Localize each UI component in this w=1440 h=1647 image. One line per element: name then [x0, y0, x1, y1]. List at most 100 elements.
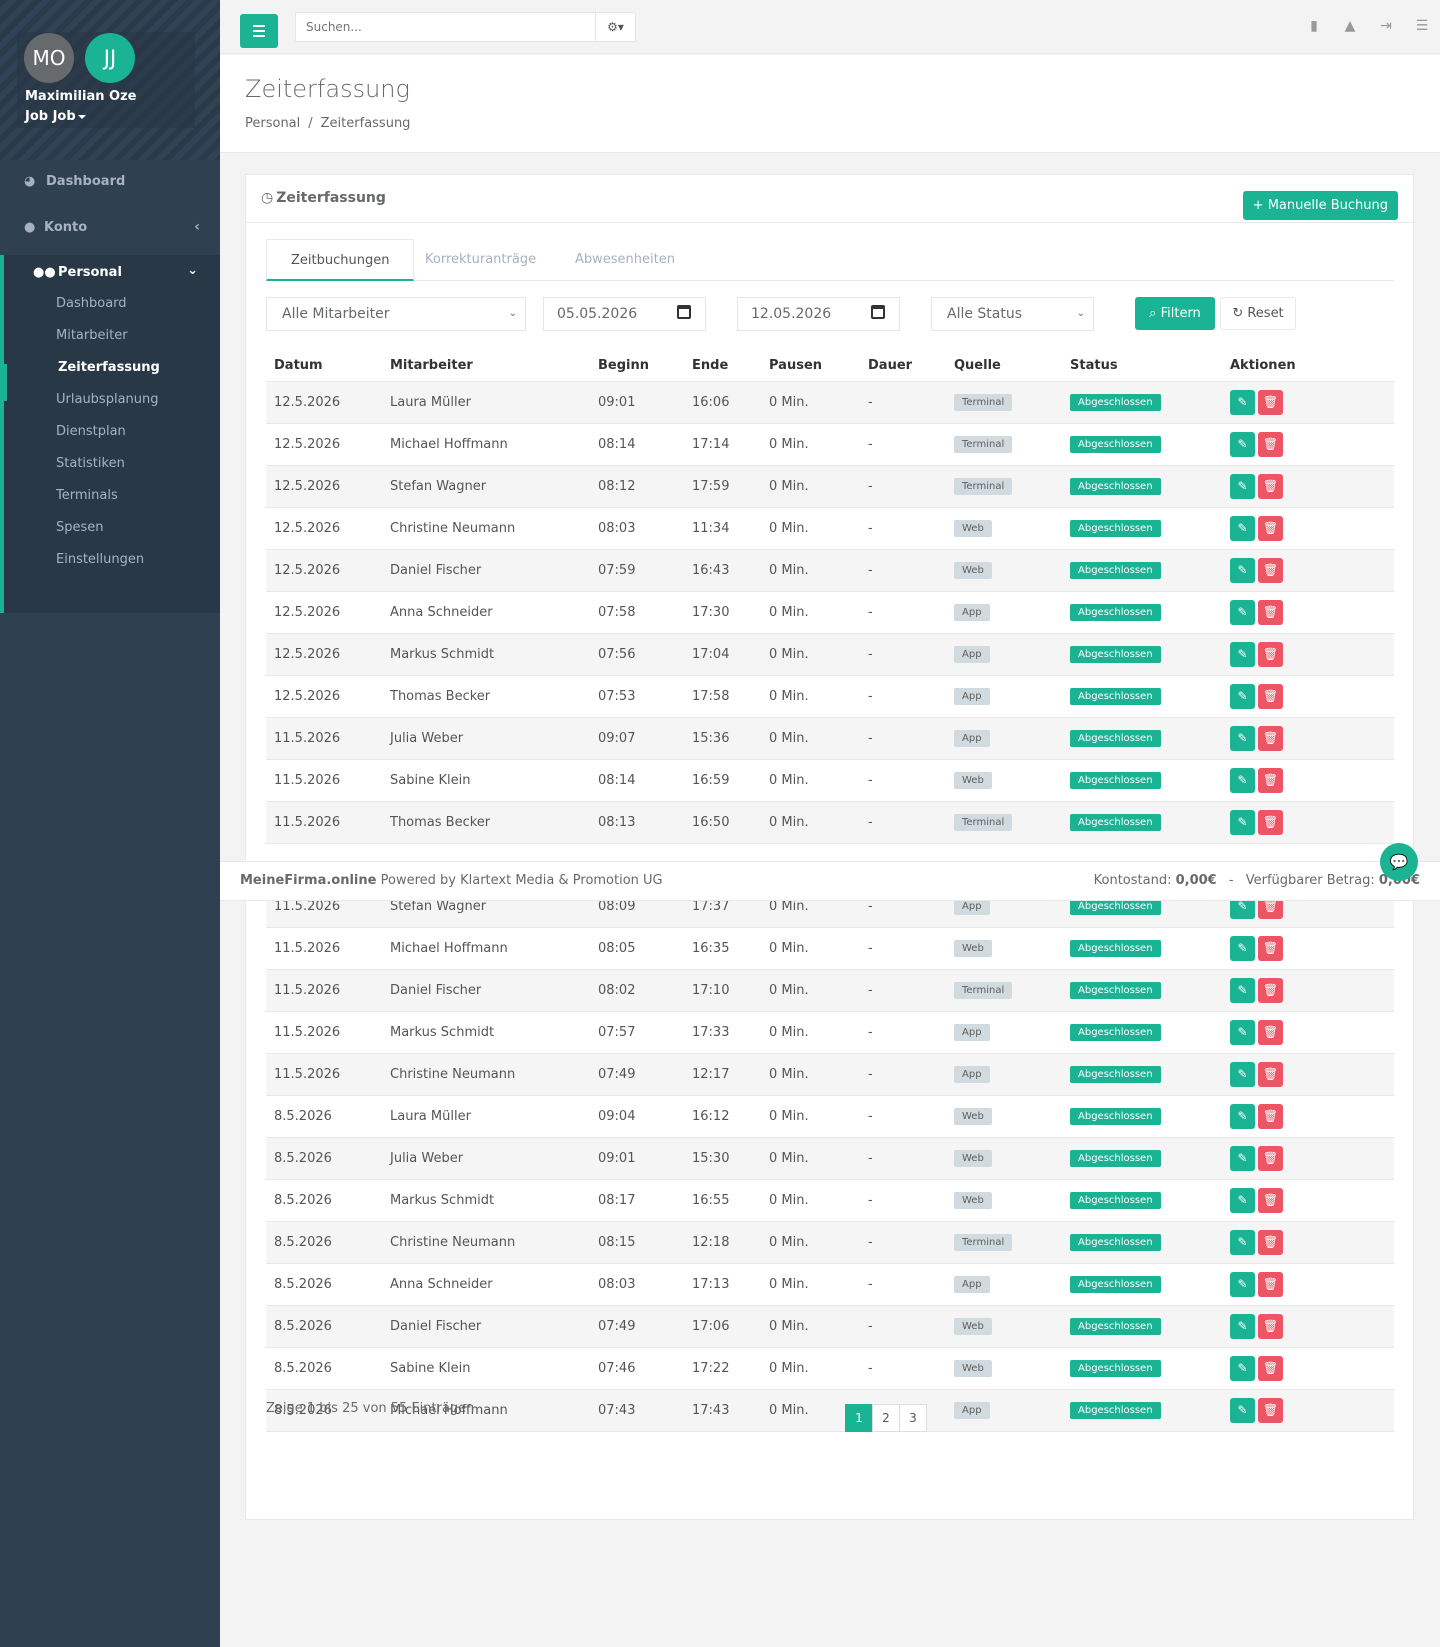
profile-job-label: Job Job — [25, 109, 76, 124]
cell-quelle: App — [946, 1389, 1062, 1432]
sub-item-urlaubsplanung[interactable]: Urlaubsplanung — [56, 392, 159, 407]
delete-button[interactable]: 🗑 — [1258, 1103, 1283, 1129]
status-select[interactable]: Alle Status ⌄ — [931, 297, 1094, 331]
edit-button[interactable]: ✎ — [1230, 977, 1255, 1003]
cell-aktionen: ✎ 🗑 — [1222, 591, 1394, 634]
edit-button[interactable]: ✎ — [1230, 1313, 1255, 1339]
sign-out-icon[interactable]: ⇥ — [1380, 18, 1392, 34]
delete-button[interactable]: 🗑 — [1258, 431, 1283, 457]
chat-button[interactable]: 💬 — [1380, 843, 1418, 881]
date-to-input[interactable]: 12.05.2026 — [737, 297, 900, 331]
cell-quelle: Web — [946, 927, 1062, 970]
edit-button[interactable]: ✎ — [1230, 473, 1255, 499]
search-settings-button[interactable]: ⚙▾ — [595, 13, 635, 41]
delete-button[interactable]: 🗑 — [1258, 935, 1283, 961]
sub-item-dienstplan[interactable]: Dienstplan — [56, 424, 126, 439]
calendar-icon[interactable] — [871, 305, 885, 319]
cell-dauer: - — [860, 759, 946, 802]
edit-button[interactable]: ✎ — [1230, 1397, 1255, 1423]
edit-button[interactable]: ✎ — [1230, 683, 1255, 709]
bell-icon[interactable]: ▲ — [1344, 18, 1356, 34]
delete-button[interactable]: 🗑 — [1258, 977, 1283, 1003]
page-title: Zeiterfassung — [245, 75, 410, 103]
cell-datum: 12.5.2026 — [266, 633, 382, 676]
balance-label: Kontostand: — [1093, 873, 1172, 888]
delete-button[interactable]: 🗑 — [1258, 1313, 1283, 1339]
delete-button[interactable]: 🗑 — [1258, 557, 1283, 583]
server-icon[interactable]: ☰ — [1415, 18, 1429, 34]
delete-button[interactable]: 🗑 — [1258, 809, 1283, 835]
page-2-button[interactable]: 2 — [872, 1404, 900, 1432]
cell-pausen: 0 Min. — [761, 381, 860, 424]
delete-button[interactable]: 🗑 — [1258, 1019, 1283, 1045]
cell-status: Abgeschlossen — [1062, 549, 1222, 592]
delete-button[interactable]: 🗑 — [1258, 725, 1283, 751]
edit-button[interactable]: ✎ — [1230, 431, 1255, 457]
edit-button[interactable]: ✎ — [1230, 1103, 1255, 1129]
delete-button[interactable]: 🗑 — [1258, 767, 1283, 793]
delete-button[interactable]: 🗑 — [1258, 599, 1283, 625]
cell-beginn: 08:05 — [590, 927, 684, 970]
cell-datum: 12.5.2026 — [266, 381, 382, 424]
employee-select[interactable]: Alle Mitarbeiter ⌄ — [266, 297, 526, 331]
edit-button[interactable]: ✎ — [1230, 1187, 1255, 1213]
delete-button[interactable]: 🗑 — [1258, 1061, 1283, 1087]
sub-item-terminals[interactable]: Terminals — [56, 488, 118, 503]
edit-button[interactable]: ✎ — [1230, 767, 1255, 793]
avatar-mo[interactable]: MO — [24, 33, 74, 83]
edit-button[interactable]: ✎ — [1230, 557, 1255, 583]
delete-button[interactable]: 🗑 — [1258, 389, 1283, 415]
delete-button[interactable]: 🗑 — [1258, 1229, 1283, 1255]
edit-button[interactable]: ✎ — [1230, 1061, 1255, 1087]
edit-button[interactable]: ✎ — [1230, 1229, 1255, 1255]
card-divider — [246, 222, 1413, 223]
delete-button[interactable]: 🗑 — [1258, 1397, 1283, 1423]
edit-button[interactable]: ✎ — [1230, 1019, 1255, 1045]
edit-button[interactable]: ✎ — [1230, 935, 1255, 961]
edit-button[interactable]: ✎ — [1230, 1271, 1255, 1297]
tab-korrekturantraege[interactable]: Korrekturanträge — [425, 252, 537, 267]
avatar-jj[interactable]: JJ — [85, 33, 135, 83]
sub-item-statistiken[interactable]: Statistiken — [56, 456, 125, 471]
cell-quelle: Web — [946, 549, 1062, 592]
delete-button[interactable]: 🗑 — [1258, 1355, 1283, 1381]
menu-toggle-button[interactable] — [240, 14, 278, 48]
profile-job-dropdown[interactable]: Job Job — [25, 109, 86, 124]
delete-button[interactable]: 🗑 — [1258, 1145, 1283, 1171]
breadcrumb-personal[interactable]: Personal — [245, 116, 301, 131]
sub-item-mitarbeiter[interactable]: Mitarbeiter — [56, 328, 128, 343]
cell-quelle: Terminal — [946, 465, 1062, 508]
sub-item-einstellungen[interactable]: Einstellungen — [56, 552, 145, 567]
calendar-icon[interactable] — [677, 305, 691, 319]
delete-button[interactable]: 🗑 — [1258, 1271, 1283, 1297]
delete-button[interactable]: 🗑 — [1258, 473, 1283, 499]
edit-button[interactable]: ✎ — [1230, 599, 1255, 625]
manual-booking-button[interactable]: + Manuelle Buchung — [1242, 191, 1398, 220]
edit-button[interactable]: ✎ — [1230, 389, 1255, 415]
edit-button[interactable]: ✎ — [1230, 641, 1255, 667]
page-1-button[interactable]: 1 — [845, 1404, 873, 1432]
cell-datum: 11.5.2026 — [266, 1053, 382, 1096]
date-from-input[interactable]: 05.05.2026 — [543, 297, 706, 331]
delete-button[interactable]: 🗑 — [1258, 515, 1283, 541]
sub-item-dashboard[interactable]: Dashboard — [56, 296, 127, 311]
cell-mitarbeiter: Markus Schmidt — [382, 1011, 590, 1054]
tab-zeitbuchungen[interactable]: Zeitbuchungen — [266, 239, 415, 281]
search-input[interactable] — [296, 13, 576, 41]
sub-item-spesen[interactable]: Spesen — [56, 520, 104, 535]
tab-abwesenheiten[interactable]: Abwesenheiten — [575, 252, 675, 267]
filter-button[interactable]: ⌕ Filtern — [1135, 297, 1215, 330]
sub-item-zeiterfassung[interactable]: Zeiterfassung — [58, 360, 160, 375]
delete-button[interactable]: 🗑 — [1258, 1187, 1283, 1213]
cell-mitarbeiter: Sabine Klein — [382, 1347, 590, 1390]
reset-button[interactable]: ↻ Reset — [1220, 297, 1296, 330]
page-3-button[interactable]: 3 — [899, 1404, 927, 1432]
edit-button[interactable]: ✎ — [1230, 515, 1255, 541]
delete-button[interactable]: 🗑 — [1258, 641, 1283, 667]
delete-button[interactable]: 🗑 — [1258, 683, 1283, 709]
edit-button[interactable]: ✎ — [1230, 1145, 1255, 1171]
edit-button[interactable]: ✎ — [1230, 1355, 1255, 1381]
edit-button[interactable]: ✎ — [1230, 809, 1255, 835]
bookmark-icon[interactable]: ▮ — [1310, 18, 1318, 34]
edit-button[interactable]: ✎ — [1230, 725, 1255, 751]
